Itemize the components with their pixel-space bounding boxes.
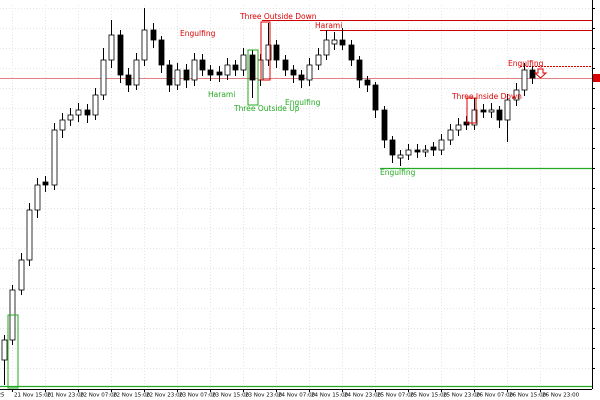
candle-body	[504, 99, 511, 121]
candle-body	[529, 69, 536, 79]
candle-body	[306, 64, 313, 81]
candle-body	[59, 119, 66, 131]
candle-body	[422, 149, 429, 153]
pattern-box	[247, 49, 259, 106]
candle-body	[240, 54, 247, 71]
candle-body	[42, 181, 49, 186]
candle-body	[372, 84, 379, 111]
sell-arrow	[533, 68, 548, 79]
pattern-label: Harami	[208, 90, 235, 99]
candle-body	[521, 69, 528, 91]
candle-body	[150, 29, 157, 41]
candle-body	[133, 59, 140, 86]
x-tick-label: 26 Nov 23:00	[542, 393, 580, 399]
candle-body	[207, 69, 214, 76]
candle-body	[18, 259, 25, 291]
candle-body	[282, 59, 289, 71]
pattern-label: Harami	[315, 21, 342, 30]
pattern-label: Three Outside Up	[233, 104, 300, 113]
pattern-label: Engulfing	[508, 59, 544, 68]
candle-body	[339, 39, 346, 46]
x-tick-label: 22 Nov 23:00	[146, 393, 184, 399]
candle-body	[100, 59, 107, 96]
x-tick-label: 21 Nov 23:00	[47, 393, 85, 399]
x-tick-label: 24 Nov 07:00	[278, 393, 316, 399]
candle-body	[1, 339, 8, 361]
candle-body	[496, 109, 503, 121]
candle-body	[92, 94, 99, 116]
candle-body	[75, 109, 82, 116]
x-tick-label: 24 Nov 15:00	[311, 393, 349, 399]
candle-body	[141, 29, 148, 61]
candle-body	[488, 109, 495, 113]
candle-body	[125, 74, 132, 86]
pattern-label: Three Outside Down	[239, 12, 317, 21]
candle-body	[34, 184, 41, 211]
candle-body	[166, 64, 173, 86]
x-tick-label: 23 Nov 15:00	[212, 393, 250, 399]
candle-body	[108, 34, 115, 61]
candle-body	[191, 59, 198, 81]
x-tick-label: 25 Nov 07:00	[377, 393, 415, 399]
pattern-label: Engulfing	[285, 98, 321, 107]
candle-body	[356, 59, 363, 81]
candle-body	[438, 139, 445, 151]
x-tick-label: 26 Nov 07:00	[476, 393, 514, 399]
candle-body	[158, 39, 165, 66]
price-marker	[593, 74, 600, 82]
candle-body	[455, 124, 462, 131]
candle-body	[117, 34, 124, 76]
candle-body	[381, 109, 388, 141]
candle-body	[331, 39, 338, 45]
x-tick-label: 22 Nov 15:00	[113, 393, 151, 399]
x-tick-label: 23 Nov 23:00	[245, 393, 283, 399]
candle-body	[84, 109, 91, 116]
candle-body	[26, 209, 33, 261]
candle-body	[447, 129, 454, 141]
candle-body	[174, 69, 181, 86]
candle-body	[364, 79, 371, 86]
pattern-label: Engulfing	[380, 168, 416, 177]
candle-body	[480, 109, 487, 113]
x-tick-label: 025	[0, 393, 5, 399]
candle-body	[67, 114, 74, 121]
pattern-label: Engulfing	[180, 29, 216, 38]
candle-body	[265, 44, 272, 61]
candle-body	[224, 64, 231, 76]
candle-body	[414, 149, 421, 153]
candle-body	[216, 71, 223, 76]
candle-body	[51, 129, 58, 186]
x-tick-label: 25 Nov 15:00	[410, 393, 448, 399]
candle-body	[348, 44, 355, 61]
candle-body	[249, 54, 256, 81]
x-tick-label: 24 Nov 23:00	[344, 393, 382, 399]
candle-body	[323, 39, 330, 56]
pattern-box	[466, 97, 477, 124]
candle-body	[471, 109, 478, 126]
candle-body	[273, 44, 280, 61]
candle-body	[298, 74, 305, 81]
candle-body	[430, 146, 437, 151]
candle-body	[513, 89, 520, 101]
candle-body	[183, 69, 190, 81]
x-tick-label: 26 Nov 15:00	[509, 393, 547, 399]
candle-body	[290, 69, 297, 76]
candle-body	[405, 149, 412, 156]
candle-body	[315, 54, 322, 66]
x-tick-label: 25 Nov 23:00	[443, 393, 481, 399]
pattern-box	[7, 314, 19, 389]
pattern-box	[260, 21, 271, 81]
pattern-label: Three Inside Down	[451, 92, 522, 101]
candle-body	[232, 64, 239, 71]
x-tick-label: 22 Nov 07:00	[80, 393, 118, 399]
candle-body	[199, 59, 206, 71]
x-tick-label: 23 Nov 07:00	[179, 393, 217, 399]
x-tick-label: 21 Nov 15:00	[14, 393, 52, 399]
candle-body	[389, 139, 396, 156]
candle-body	[397, 154, 404, 159]
